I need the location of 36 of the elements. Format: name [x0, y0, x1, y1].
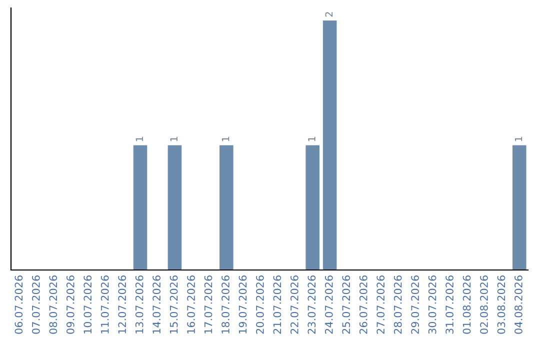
x-tick-label: 12.07.2026: [118, 276, 126, 334]
x-tick-label: 29.07.2026: [411, 276, 420, 334]
x-tick-label: 22.07.2026: [290, 276, 298, 334]
x-tick-label: 19.07.2026: [238, 276, 247, 334]
x-tick-label: 06.07.2026: [14, 276, 23, 334]
x-tick-label: 25.07.2026: [342, 276, 350, 334]
data-label: 1: [514, 136, 522, 142]
x-tick-label: 21.07.2026: [273, 276, 282, 334]
data-label: 1: [136, 136, 143, 142]
x-tick-label: 11.07.2026: [100, 276, 109, 334]
x-tick-label: 15.07.2026: [170, 276, 178, 334]
x-tick-label: 28.07.2026: [394, 276, 402, 334]
x-tick-label: 17.07.2026: [204, 276, 212, 334]
data-label: 2: [325, 12, 332, 17]
x-tick-label: 26.07.2026: [359, 276, 368, 334]
x-tick-label: 20.07.2026: [256, 276, 264, 334]
x-tick-label: 16.07.2026: [187, 276, 195, 334]
x-tick-label: 14.07.2026: [152, 276, 161, 334]
x-tick-label: 09.07.2026: [66, 276, 74, 334]
x-tick-label: 08.07.2026: [49, 276, 58, 334]
data-label: 1: [170, 136, 178, 142]
x-tick-label: 07.07.2026: [32, 276, 40, 334]
x-tick-label: 10.07.2026: [84, 276, 92, 334]
x-tick-label: 03.08.2026: [497, 276, 506, 334]
x-tick-label: 18.07.2026: [222, 276, 230, 334]
x-tick-label: 31.07.2026: [446, 276, 454, 334]
x-tick-label: 04.08.2026: [514, 276, 522, 334]
data-label: 1: [222, 136, 230, 142]
x-tick-label: 23.07.2026: [308, 276, 316, 334]
x-tick-label: 27.07.2026: [376, 276, 385, 334]
x-tick-label: 24.07.2026: [324, 276, 333, 334]
x-tick-label: 13.07.2026: [135, 276, 144, 334]
x-tick-label: 01.08.2026: [462, 276, 471, 334]
x-tick-label: 02.08.2026: [480, 276, 488, 334]
x-tick-label: 30.07.2026: [428, 276, 436, 334]
data-label: 1: [308, 136, 316, 142]
